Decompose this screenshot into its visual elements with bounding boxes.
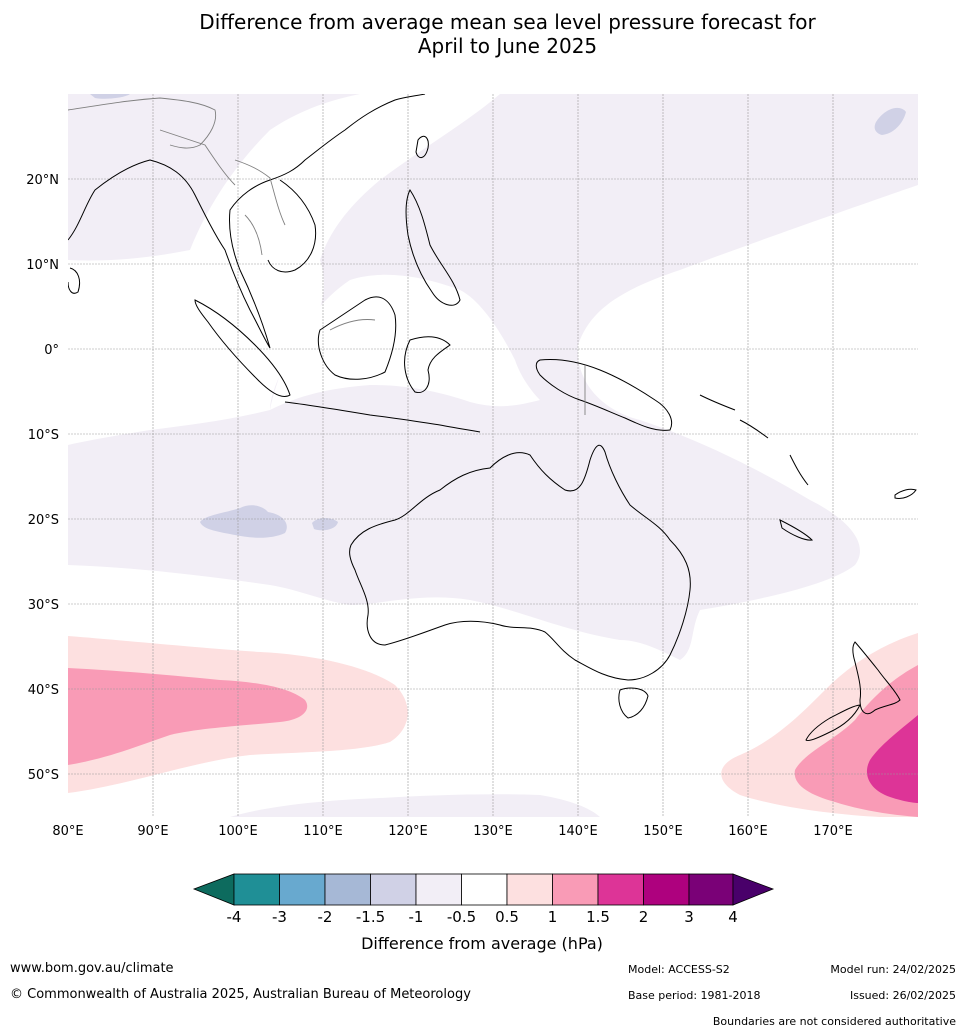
lon-label-90: 90°E: [137, 824, 168, 839]
colorbar-swatch-low-extend: [192, 873, 235, 906]
chart-title: Difference from average mean sea level p…: [0, 10, 965, 58]
coastline-new-caledonia: [779, 519, 814, 541]
colorbar-tick-2: -2: [318, 908, 333, 926]
lon-label-150: 150°E: [643, 824, 683, 839]
coastlines: [68, 94, 917, 741]
colorbar: [192, 873, 775, 906]
lat-label-30s: 30°S: [28, 598, 59, 613]
colorbar-swatch-2: [279, 873, 326, 906]
coastline-asia: [68, 94, 426, 349]
lat-label-40s: 40°S: [28, 683, 59, 698]
anomaly-patch-blue-4: [90, 94, 130, 99]
colorbar-tick-7: 1: [548, 908, 558, 926]
colorbar-swatch-9: [597, 873, 644, 906]
lon-label-170: 170°E: [813, 824, 853, 839]
colorbar-tick-5: -0.5: [447, 908, 476, 926]
lat-label-10s: 10°S: [28, 428, 59, 443]
coastline-new-guinea: [535, 359, 673, 431]
anomaly-region-magenta-east: [866, 715, 918, 803]
coastline-taiwan: [415, 135, 429, 158]
title-line-1: Difference from average mean sea level p…: [199, 10, 816, 34]
colorbar-swatch-4: [370, 873, 417, 906]
lat-labels: 20°N 10°N 0° 10°S 20°S 30°S 40°S 50°S: [26, 173, 59, 783]
colorbar-swatch-7: [506, 873, 553, 906]
lon-label-100: 100°E: [218, 824, 258, 839]
coastline-nz-south: [805, 704, 861, 741]
anomaly-region-lavender-south: [230, 794, 600, 817]
colorbar-swatch-6: [461, 873, 508, 906]
footer-disclaimer: Boundaries are not considered authoritat…: [712, 1015, 956, 1028]
footer-copyright: © Commonwealth of Australia 2025, Austra…: [10, 987, 471, 1002]
footer-issued: Issued: 26/02/2025: [849, 989, 956, 1002]
colorbar-swatch-8: [552, 873, 599, 906]
coastline-solomons: [699, 394, 809, 486]
colorbar-tick-0: -4: [227, 908, 242, 926]
anomaly-patch-blue-2: [312, 518, 338, 531]
colorbar-ticks: -4 -3 -2 -1.5 -1 -0.5 0.5 1 1.5 2 3 4: [227, 908, 738, 926]
lon-label-110: 110°E: [303, 824, 343, 839]
colorbar-tick-8: 1.5: [586, 908, 610, 926]
coastline-fiji: [894, 488, 917, 499]
lat-label-20n: 20°N: [26, 173, 59, 188]
anomaly-patch-blue-1: [200, 505, 287, 538]
coastline-sumatra: [194, 299, 291, 397]
colorbar-swatch-5: [415, 873, 462, 906]
colorbar-title: Difference from average (hPa): [361, 934, 603, 953]
coastline-nz-north: [852, 641, 901, 715]
coastline-philippines: [405, 189, 461, 306]
lat-label-10n: 10°N: [26, 258, 59, 273]
footer-model: Model: ACCESS-S2: [628, 963, 730, 976]
coastline-tasmania: [618, 687, 649, 719]
coastline-vietnam: [267, 179, 317, 273]
coastline-sri-lanka: [68, 267, 81, 294]
lat-label-50s: 50°S: [28, 768, 59, 783]
anomaly-patch-blue-3: [874, 107, 906, 135]
title-line-2: April to June 2025: [417, 34, 598, 58]
lon-label-160: 160°E: [728, 824, 768, 839]
coastline-australia: [349, 444, 691, 681]
colorbar-swatch-11: [688, 873, 734, 906]
colorbar-swatch-3: [324, 873, 371, 906]
coastline-borneo: [317, 296, 397, 380]
footer-url[interactable]: www.bom.gov.au/climate: [10, 961, 174, 976]
colorbar-swatch-high-extend: [732, 873, 775, 906]
colorbar-swatch-1: [233, 873, 280, 906]
footer-base-period: Base period: 1981-2018: [628, 989, 761, 1002]
colorbar-tick-3: -1.5: [356, 908, 385, 926]
country-borders: [68, 97, 586, 415]
coastline-sulawesi: [404, 336, 451, 394]
lon-label-130: 130°E: [473, 824, 513, 839]
neutral-region-indochina: [68, 94, 500, 445]
lat-label-0: 0°: [44, 343, 59, 358]
anomaly-region-pink-mid-west: [68, 668, 308, 765]
lon-labels: 80°E 90°E 100°E 110°E 120°E 130°E 140°E …: [52, 824, 852, 839]
colorbar-tick-9: 2: [639, 908, 649, 926]
colorbar-tick-10: 3: [684, 908, 694, 926]
colorbar-tick-11: 4: [728, 908, 738, 926]
anomaly-region-lavender-india: [68, 94, 200, 258]
colorbar-tick-1: -3: [272, 908, 287, 926]
footer-model-run: Model run: 24/02/2025: [830, 963, 956, 976]
coastline-java: [284, 401, 481, 433]
colorbar-swatch-10: [643, 873, 690, 906]
lat-label-20s: 20°S: [28, 513, 59, 528]
lon-label-120: 120°E: [388, 824, 428, 839]
colorbar-tick-4: -1: [409, 908, 424, 926]
lon-label-140: 140°E: [558, 824, 598, 839]
colorbar-tick-6: 0.5: [495, 908, 519, 926]
graticule: [68, 94, 918, 817]
lon-label-80: 80°E: [52, 824, 83, 839]
